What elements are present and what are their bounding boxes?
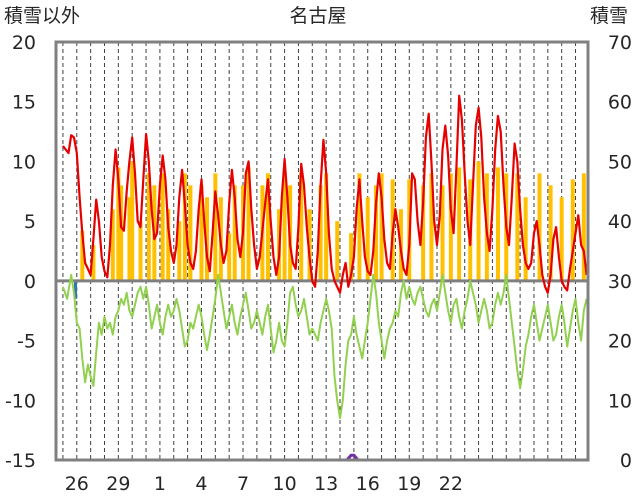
left-tick-label: -5 [17, 331, 36, 353]
sunshine-bar [160, 173, 165, 281]
sunshine-bar [138, 221, 143, 281]
right-tick-label: 70 [608, 32, 632, 54]
sunshine-bar [205, 197, 210, 281]
sunshine-bar [357, 173, 362, 281]
sunshine-bar [282, 173, 287, 281]
sunshine-bar [548, 185, 553, 281]
right-tick-label: 40 [608, 211, 632, 233]
sunshine-bar [80, 230, 85, 281]
right-tick-label: 20 [608, 331, 632, 353]
sunshine-bar [476, 161, 481, 281]
sunshine-bar [421, 185, 426, 281]
x-tick-label: 10 [273, 473, 297, 495]
sunshine-bar [177, 221, 182, 281]
left-tick-label: -15 [5, 450, 36, 472]
x-tick-label: 19 [397, 473, 421, 495]
x-tick-label: 29 [106, 473, 130, 495]
plot-frame [54, 40, 590, 462]
sunshine-bar [188, 185, 193, 281]
left-tick-label: -10 [5, 390, 36, 412]
sunshine-bar [146, 173, 151, 281]
sunshine-bar [166, 209, 171, 281]
sunshine-bar [232, 185, 237, 281]
sunshine-bar [307, 209, 312, 281]
sunshine-bar [537, 173, 542, 281]
sunshine-bar [246, 167, 251, 281]
sunshine-bar [515, 173, 520, 281]
sunshine-bar [448, 173, 453, 281]
left-tick-label: 15 [12, 92, 36, 114]
sunshine-bar [299, 173, 304, 281]
sunshine-bar [318, 185, 323, 281]
sunshine-bar [110, 209, 115, 281]
left-tick-label: 0 [24, 271, 36, 293]
sunshine-bar [581, 173, 586, 281]
precip-bars [74, 280, 78, 299]
sunshine-bar [127, 197, 132, 281]
sunshine-bar [335, 221, 340, 281]
left-tick-label: 5 [24, 211, 36, 233]
sunshine-bar [523, 197, 528, 281]
x-tick-label: 1 [154, 473, 166, 495]
x-tick-label: 22 [439, 473, 463, 495]
sunshine-bar [570, 179, 575, 281]
chart-title: 名古屋 [289, 5, 346, 27]
precip-bar [74, 280, 78, 299]
sunshine-bar [379, 173, 384, 281]
sunshine-bar [457, 167, 462, 281]
sunshine-bar [130, 161, 135, 281]
x-tick-label: 13 [314, 473, 338, 495]
sunshine-bar [429, 173, 434, 281]
sunshine-bar [199, 185, 204, 281]
sunshine-bar [349, 233, 354, 281]
sunshine-bar [374, 185, 379, 281]
x-tick-label: 4 [195, 473, 207, 495]
series-max-temp [62, 94, 588, 294]
x-tick-label: 26 [65, 473, 89, 495]
sunshine-bar [91, 245, 96, 281]
sunshine-bar [182, 173, 187, 281]
right-tick-label: 0 [620, 450, 632, 472]
sunshine-bar [116, 167, 121, 281]
right-y-ticks: 70 60 50 40 30 20 10 0 [608, 32, 632, 472]
right-tick-label: 50 [608, 151, 632, 173]
right-axis-label: 積雪 [590, 5, 628, 27]
sunshine-bar [119, 185, 124, 281]
sunshine-bar [265, 173, 270, 281]
sunshine-bar [365, 197, 370, 281]
sunshine-bar [213, 173, 218, 281]
left-y-ticks: 20 15 10 5 0 -5 -10 -15 [5, 32, 36, 472]
sunshine-bar [324, 173, 329, 281]
right-tick-label: 10 [608, 390, 632, 412]
sunshine-bar [559, 197, 564, 281]
left-tick-label: 10 [12, 151, 36, 173]
x-tick-label: 7 [237, 473, 249, 495]
sunshine-bar [227, 233, 232, 281]
left-axis-label: 積雪以外 [4, 5, 80, 27]
x-tick-label: 16 [356, 473, 380, 495]
sunshine-bar [440, 185, 445, 281]
left-tick-label: 20 [12, 32, 36, 54]
right-tick-label: 60 [608, 92, 632, 114]
series-min-temp [61, 273, 588, 420]
right-tick-label: 30 [608, 271, 632, 293]
sunshine-bar [495, 167, 500, 281]
x-ticks: 26 29 1 4 7 10 13 16 19 22 [65, 473, 463, 495]
